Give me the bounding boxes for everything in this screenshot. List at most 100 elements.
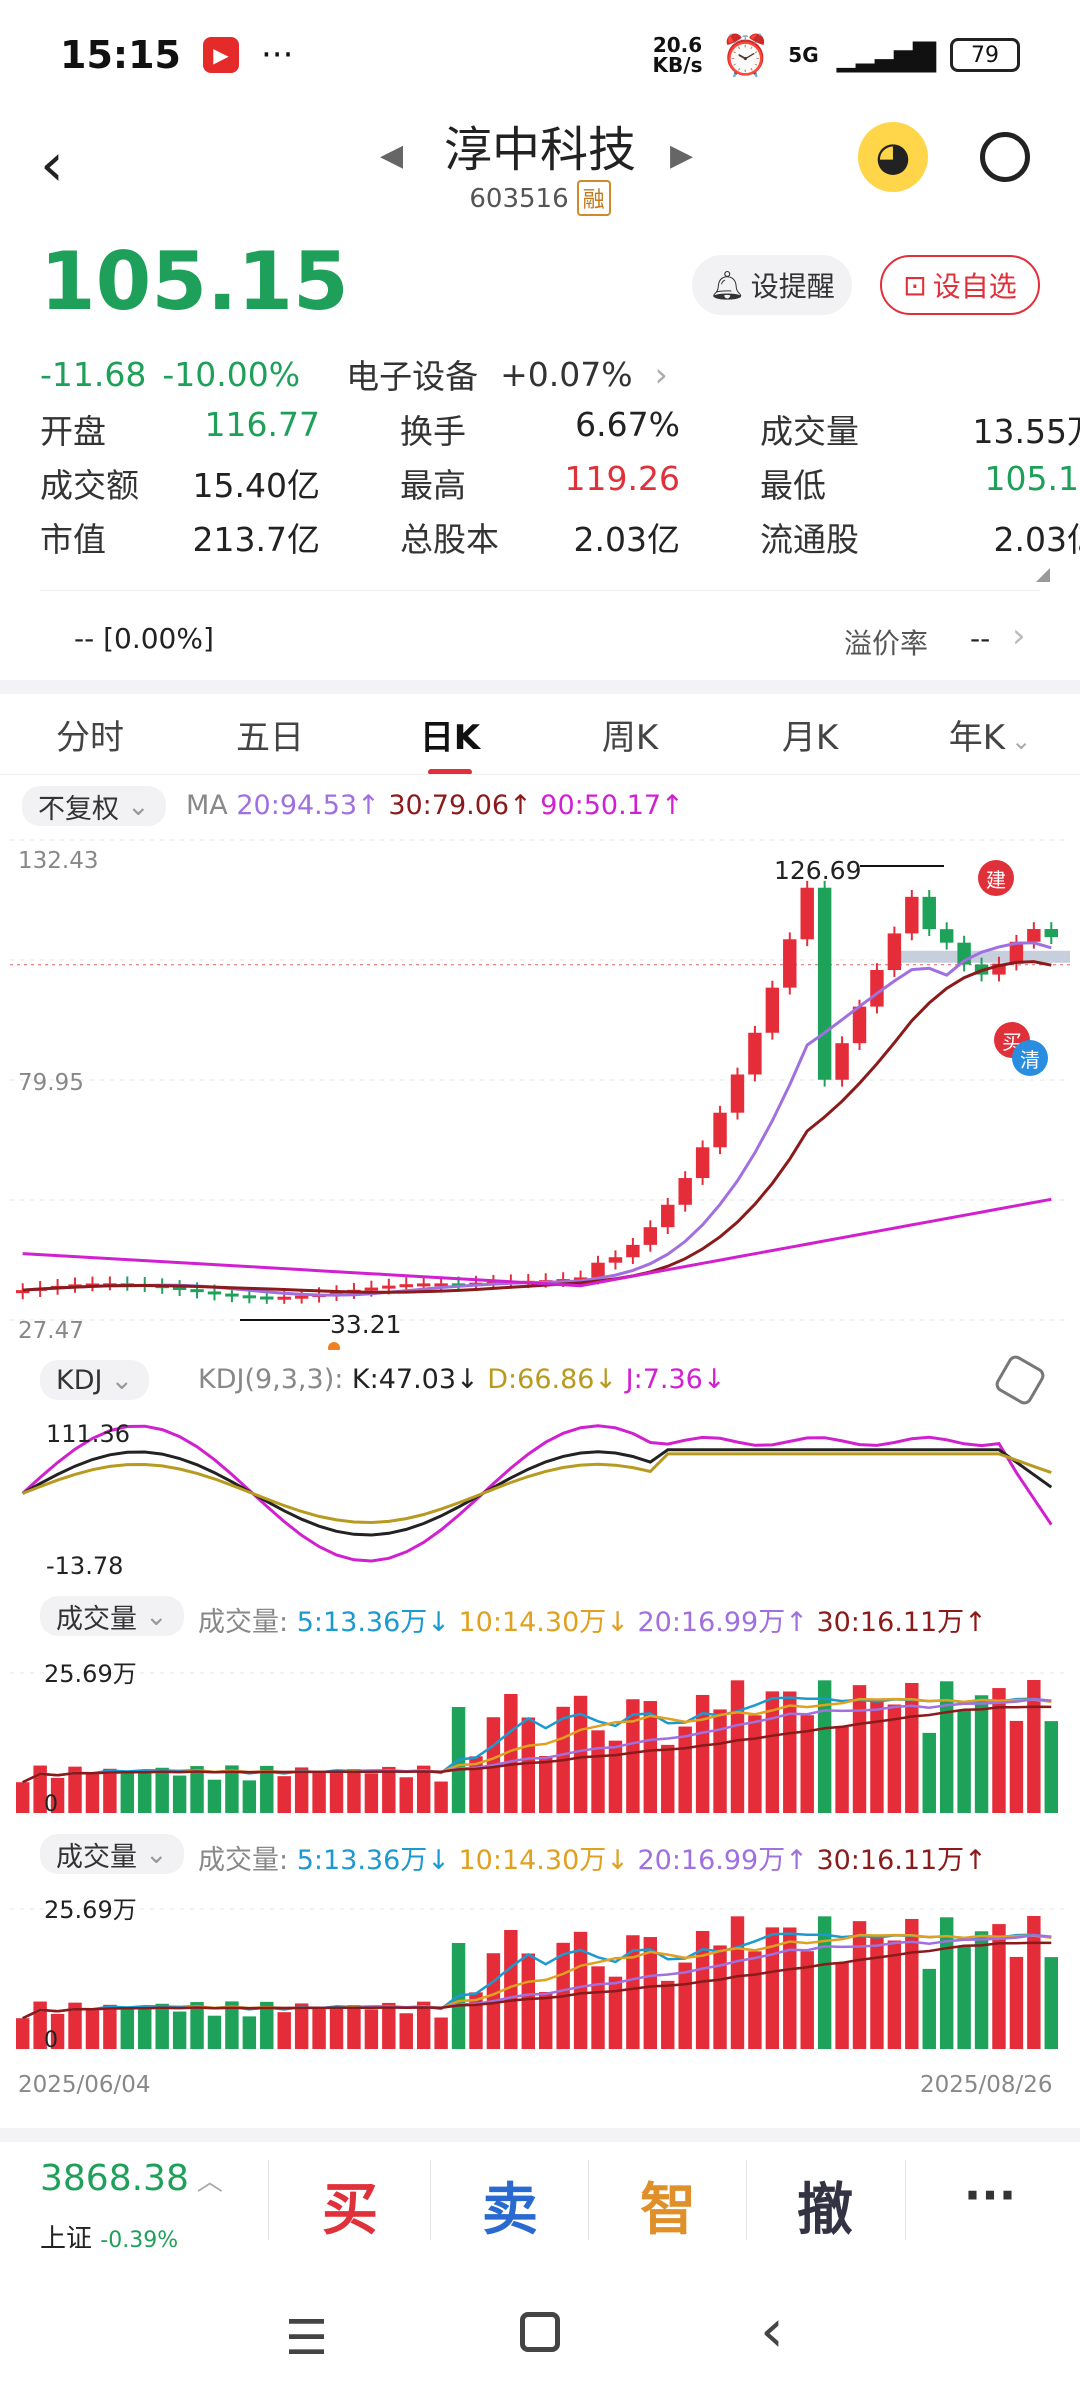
home-nav-icon[interactable] [520,2312,560,2352]
back-icon[interactable]: ‹ [40,130,64,200]
y-axis-mid: 79.95 [18,1070,84,1096]
candle [835,1043,849,1080]
volume-bar [922,1732,936,1813]
y-axis-bottom: 27.47 [18,1318,84,1344]
tab-intraday[interactable]: 分时 [56,717,124,758]
candle [277,1296,291,1300]
volume-bar [939,1681,954,1813]
vol-m20: 20:16.99万↑ [637,1607,808,1638]
smart-button[interactable]: 智 [640,2178,696,2243]
low-marker-label: 33.21 [330,1310,402,1339]
sell-button[interactable]: 卖 [482,2178,538,2243]
volume-bar [591,1966,605,2049]
tab-five-day[interactable]: 五日 [236,717,304,758]
menu-nav-icon[interactable]: ☰ [285,2310,329,2366]
quote-value: 116.77 [204,405,320,444]
candle [695,1147,710,1179]
divider [905,2160,906,2240]
volume-chart-1[interactable] [0,1648,1080,1823]
search-icon[interactable] [980,132,1030,182]
volume-bar [870,1699,884,1813]
next-stock-icon[interactable]: ▶ [670,138,694,173]
vol-ma30-line [22,1941,1052,2020]
volume-bar [399,2013,413,2049]
kdj-y-bottom: -13.78 [46,1552,124,1580]
date-start: 2025/06/04 [18,2072,151,2098]
divider [746,2160,747,2240]
vol-m30: 30:16.11万↑ [816,1845,987,1876]
stock-name: 淳中科技 [443,122,636,178]
volume-bar [974,1931,989,2049]
tab-weekly-k[interactable]: 周K [601,717,659,758]
expand-corner-icon[interactable] [1036,568,1050,582]
volume-bar [626,1699,640,1813]
chevron-down-icon: ⌄ [145,1838,168,1870]
watchlist-icon: ⊡ [903,268,927,302]
tab-monthly-k[interactable]: 月K [781,717,839,758]
volume-bar [678,1962,692,2049]
build-position-tag[interactable]: 建 [978,860,1014,896]
volume-bar [608,1740,623,1813]
volume-bar [364,1773,379,1813]
kdj-dropdown[interactable]: KDJ ⌄ [40,1360,150,1400]
mascot-icon[interactable]: ◕ [858,122,928,192]
volume-bar [469,1756,483,1813]
volume-bar [1009,1720,1024,1813]
volume-chart-2[interactable] [0,1884,1080,2059]
ma-legend: MA 20:94.53↑ 30:79.06↑ 90:50.17↑ [186,790,684,821]
volume-bar [504,1694,518,1813]
kdj-chip-label: KDJ [56,1364,103,1396]
volume-bar [103,1768,117,1813]
prev-stock-icon[interactable]: ◀ [380,138,404,173]
divider [0,774,1080,775]
index-value-text: 3868.38 [40,2158,189,2199]
adjust-dropdown[interactable]: 不复权 ⌄ [22,786,166,826]
volume-bar [155,1767,169,1813]
volume-dropdown-2[interactable]: 成交量 ⌄ [40,1834,184,1874]
volume-bar [68,2002,82,2049]
tab-yearly-k[interactable]: 年K ⌄ [900,710,1080,759]
volume-dropdown-1[interactable]: 成交量 ⌄ [40,1596,184,1636]
clear-position-tag[interactable]: 清 [1012,1040,1048,1076]
volume-bar [817,1916,832,2049]
quote-value: 2.03亿 [993,520,1080,559]
candle [783,939,797,988]
divider [588,2160,589,2240]
volume-bar [85,1773,100,1813]
set-alert-button[interactable]: 🔔︎ 设提醒 [692,255,852,315]
volume-bar [922,1968,936,2049]
vol1-y-bottom: 0 [44,1792,58,1817]
volume-bar [172,2011,187,2049]
low-marker-dot [328,1342,340,1350]
kdj-chart[interactable] [0,1410,1080,1580]
quote-label: 市值 [40,520,106,559]
add-watchlist-button[interactable]: ⊡ 设自选 [880,255,1040,315]
cancel-order-button[interactable]: 撤 [797,2178,853,2243]
candle [730,1074,745,1113]
vol-m20: 20:16.99万↑ [637,1845,808,1876]
volume-chip-label: 成交量 [56,1841,137,1873]
tab-daily-k[interactable]: 日K [360,710,540,775]
volume-bar [347,1769,361,1813]
sector-name[interactable]: 电子设备 [346,357,479,396]
more-icon[interactable]: ··· [963,2168,1017,2222]
section-gap [0,680,1080,694]
vol-m10: 10:14.30万↓ [458,1845,629,1876]
volume-bar [364,2009,379,2049]
back-nav-icon[interactable]: ‹ [760,2296,784,2366]
candle [207,1291,222,1295]
chevron-right-icon[interactable]: › [654,354,668,394]
add-watchlist-label: 设自选 [932,270,1017,303]
candle [190,1289,204,1293]
tab-yearly-label: 年K [948,717,1006,758]
quote-value: 13.55万 [972,412,1080,451]
premium-chevron-icon[interactable]: › [1012,616,1026,656]
candle [608,1257,623,1263]
candle [678,1178,692,1205]
settings-icon[interactable] [992,1352,1048,1408]
volume-bar [138,2007,152,2049]
buy-button[interactable]: 买 [322,2178,378,2243]
kline-chart[interactable] [0,830,1080,1350]
index-value[interactable]: 3868.38 ︿ [40,2158,223,2199]
quote-value: 6.67% [575,405,680,444]
